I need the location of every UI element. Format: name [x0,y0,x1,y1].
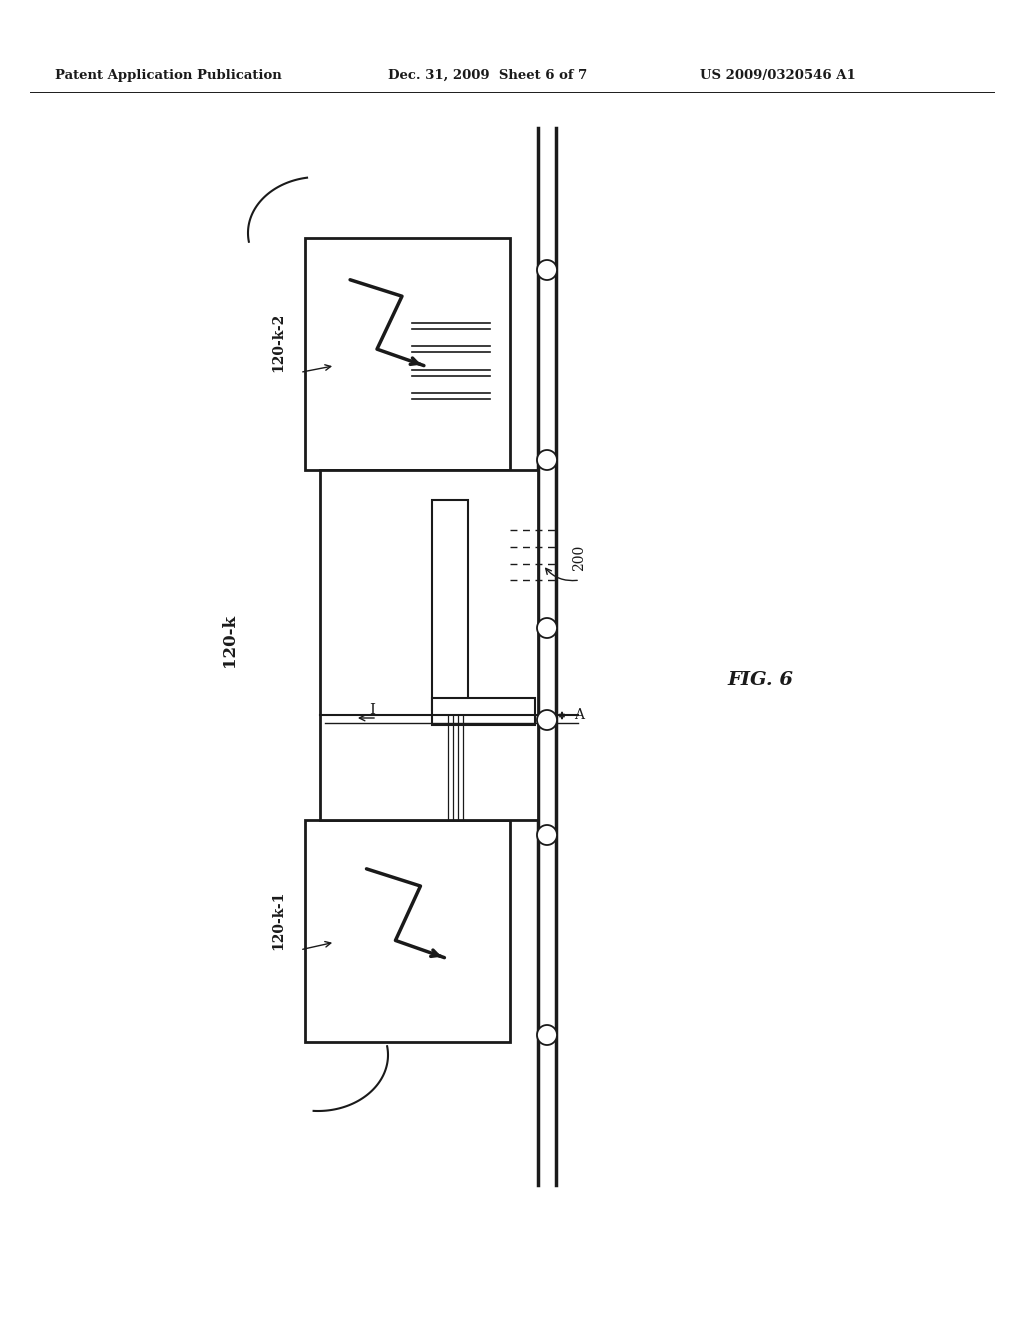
Text: 120-k-1: 120-k-1 [271,890,285,949]
Text: 120-k: 120-k [221,614,239,667]
Bar [432,500,468,710]
Text: I: I [369,704,375,717]
Text: A: A [574,708,584,722]
Text: FIG. 6: FIG. 6 [727,671,793,689]
Text: US 2009/0320546 A1: US 2009/0320546 A1 [700,69,856,82]
Circle shape [537,710,557,730]
Circle shape [537,825,557,845]
Circle shape [537,260,557,280]
Text: 200: 200 [572,545,586,572]
Text: 120-k-2: 120-k-2 [271,313,285,372]
Text: Patent Application Publication: Patent Application Publication [55,69,282,82]
Bar [305,238,510,470]
Circle shape [537,1026,557,1045]
FancyArrowPatch shape [546,569,578,581]
Circle shape [537,618,557,638]
Circle shape [537,450,557,470]
Bar [319,470,538,820]
Text: Dec. 31, 2009  Sheet 6 of 7: Dec. 31, 2009 Sheet 6 of 7 [388,69,587,82]
Bar [305,820,510,1041]
Bar [432,698,535,725]
